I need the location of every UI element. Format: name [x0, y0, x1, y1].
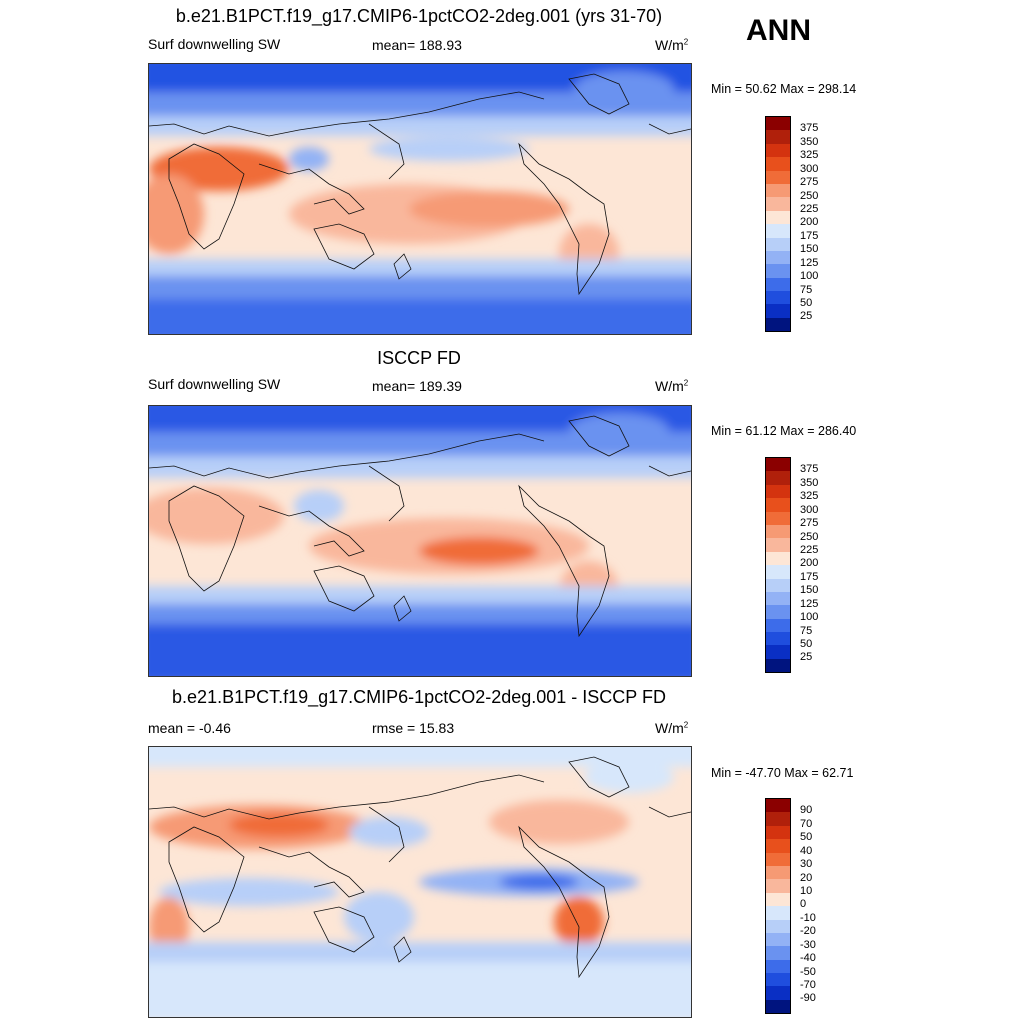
panel1-mean-label: mean= 188.93 [372, 37, 462, 53]
panel2-colorbar [765, 457, 791, 674]
panel1-colorbar-label: 100 [800, 270, 819, 282]
panel3-colorbar-label: -50 [800, 966, 816, 978]
panel2-colorbar-label: 375 [800, 463, 819, 475]
panel3-units: W/m2 [655, 720, 689, 736]
panel3-colorbar-label: -20 [800, 925, 816, 937]
panel2-colorbar-label: 275 [800, 517, 819, 529]
panel2-colorbar-label: 50 [800, 638, 813, 650]
panel1-colorbar-label: 200 [800, 216, 819, 228]
panel3-colorbar-label: 10 [800, 885, 813, 897]
panel3-colorbar-label: 90 [800, 804, 813, 816]
panel1-colorbar-label: 375 [800, 122, 819, 134]
panel3-colorbar-label: -90 [800, 992, 816, 1004]
panel2-colorbar-label: 350 [800, 477, 819, 489]
panel2-map [148, 405, 692, 677]
panel3-colorbar-label: -10 [800, 912, 816, 924]
panel2-colorbar-label: 250 [800, 531, 819, 543]
panel1-variable-label: Surf downwelling SW [148, 36, 281, 52]
panel1-colorbar-label: 350 [800, 136, 819, 148]
panel1-colorbar-label: 175 [800, 230, 819, 242]
panel1-colorbar [765, 116, 791, 333]
panel3-colorbar-label: 30 [800, 858, 813, 870]
panel2-colorbar-label: 100 [800, 611, 819, 623]
panel2-variable-label: Surf downwelling SW [148, 376, 281, 392]
panel1-colorbar-label: 125 [800, 257, 819, 269]
panel1-colorbar-label: 25 [800, 310, 813, 322]
panel1-colorbar-label: 325 [800, 149, 819, 161]
panel3-colorbar-label: 20 [800, 872, 813, 884]
panel3-colorbar-label: -70 [800, 979, 816, 991]
panel2-units: W/m2 [655, 378, 689, 394]
panel3-colorbar [765, 798, 791, 1015]
panel2-colorbar-label: 25 [800, 651, 813, 663]
panel3-mean-label: mean = -0.46 [148, 720, 231, 736]
panel3-colorbar-label: 50 [800, 831, 813, 843]
panel1-minmax: Min = 50.62 Max = 298.14 [711, 82, 857, 96]
panel3-title: b.e21.B1PCT.f19_g17.CMIP6-1pctCO2-2deg.0… [172, 687, 666, 707]
panel2-title: ISCCP FD [377, 348, 461, 368]
panel3-minmax: Min = -47.70 Max = 62.71 [711, 766, 854, 780]
panel3-colorbar-label: 0 [800, 898, 807, 910]
panel2-colorbar-label: 150 [800, 584, 819, 596]
panel1-colorbar-label: 75 [800, 284, 813, 296]
panel2-colorbar-label: 125 [800, 598, 819, 610]
panel1-colorbar-label: 50 [800, 297, 813, 309]
season-label: ANN [746, 14, 811, 47]
panel1-colorbar-label: 250 [800, 190, 819, 202]
panel1-colorbar-label: 150 [800, 243, 819, 255]
panel1-map [148, 63, 692, 335]
panel3-colorbar-label: 70 [800, 818, 813, 830]
panel1-colorbar-label: 225 [800, 203, 819, 215]
panel3-colorbar-label: 40 [800, 845, 813, 857]
panel3-rmse-label: rmse = 15.83 [372, 720, 455, 736]
panel3-map [148, 746, 692, 1018]
panel2-colorbar-label: 175 [800, 571, 819, 583]
panel1-units: W/m2 [655, 37, 689, 53]
panel1-colorbar-label: 275 [800, 176, 819, 188]
panel2-colorbar-label: 75 [800, 625, 813, 637]
panel2-mean-label: mean= 189.39 [372, 378, 462, 394]
panel3-colorbar-label: -40 [800, 952, 816, 964]
panel2-colorbar-label: 225 [800, 544, 819, 556]
panel2-minmax: Min = 61.12 Max = 286.40 [711, 424, 857, 438]
panel1-colorbar-label: 300 [800, 163, 819, 175]
panel1-title: b.e21.B1PCT.f19_g17.CMIP6-1pctCO2-2deg.0… [175, 6, 663, 26]
panel2-colorbar-label: 200 [800, 557, 819, 569]
panel2-colorbar-label: 325 [800, 490, 819, 502]
panel2-colorbar-label: 300 [800, 504, 819, 516]
panel3-colorbar-label: -30 [800, 939, 816, 951]
